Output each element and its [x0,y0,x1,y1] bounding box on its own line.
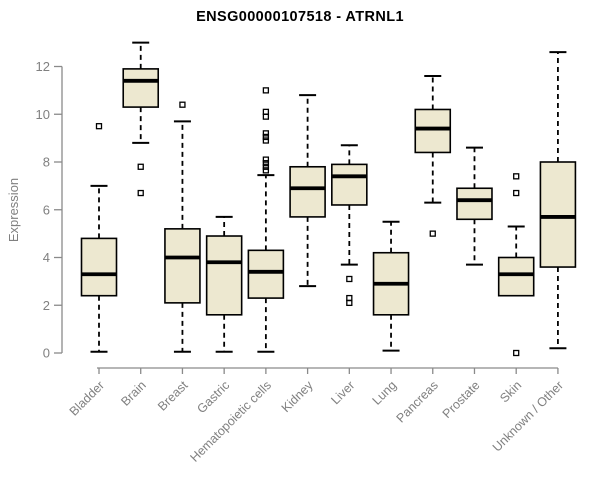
outlier-point [262,163,270,170]
outlier-point [429,230,436,237]
x-tick-label: Unknown / Other [490,378,566,454]
outlier-point [262,130,270,137]
box [122,68,160,108]
outlier-point [262,87,270,94]
box [331,163,368,206]
x-tick-label: Breast [155,378,191,414]
y-tick-label: 8 [43,155,50,170]
box [456,187,493,221]
box [247,249,285,299]
x-tick-label: Kidney [279,378,316,415]
x-tick-label: Pancreas [394,378,441,425]
x-tick-label: Gastric [194,378,232,416]
x-tick-label: Bladder [67,378,107,418]
outlier-point [262,113,270,120]
box [414,108,452,154]
y-tick-label: 12 [36,59,50,74]
y-tick-label: 0 [43,346,50,361]
outlier-point [262,156,270,163]
box [205,235,243,316]
x-tick-label: Hematopoietic cells [187,378,274,465]
outlier-point [346,275,353,283]
outlier-point [137,189,144,197]
chart-title: ENSG00000107518 - ATRNL1 [196,9,404,25]
outlier-point [262,167,270,174]
y-tick-label: 6 [43,202,50,217]
x-tick-label: Liver [328,378,357,407]
outlier-point [179,101,186,108]
outlier-point [513,189,520,197]
x-tick-label: Brain [118,378,149,409]
y-tick-label: 10 [36,107,50,122]
outlier-point [513,173,520,180]
outlier-point [262,133,270,141]
outlier-point [262,160,270,167]
x-tick-label: Lung [370,378,400,408]
outlier-point [346,299,353,307]
y-tick-label: 2 [43,298,50,313]
box [80,237,118,297]
box [497,256,535,297]
box [539,161,577,268]
box [164,228,201,304]
box [289,165,326,218]
x-tick-label: Prostate [440,378,483,421]
x-tick-label: Skin [497,378,524,405]
outlier-point [513,349,520,357]
outlier-point [137,163,144,170]
outlier-point [262,137,270,144]
outlier-point [95,123,103,130]
y-tick-label: 4 [43,250,50,265]
